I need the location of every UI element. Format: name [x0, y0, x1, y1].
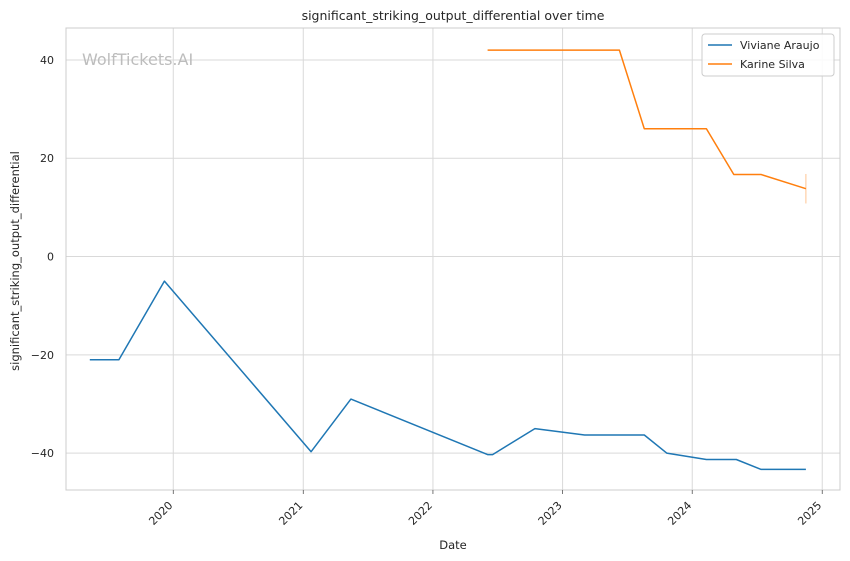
chart-title: significant_striking_output_differential…	[302, 8, 605, 23]
plot-area-frame	[65, 27, 841, 491]
series-line-karine-silva	[487, 49, 807, 190]
series-line-viviane-araujo	[89, 280, 806, 471]
y-tick-label-20: 20	[40, 152, 54, 165]
y-tick-label-0: 0	[47, 251, 54, 264]
grid-lines	[66, 28, 840, 490]
watermark-text: WolfTickets.AI	[82, 50, 193, 69]
y-tick-label-40: 40	[40, 54, 54, 67]
legend-label-viviane-araujo: Viviane Araujo	[740, 39, 820, 52]
y-tick-label--40: −40	[31, 447, 54, 460]
x-axis-label: Date	[439, 538, 467, 552]
y-axis-label: significant_striking_output_differential	[8, 151, 22, 371]
series-lines	[89, 49, 807, 471]
legend-box	[701, 33, 835, 77]
y-tick-label--20: −20	[31, 349, 54, 362]
legend-label-karine-silva: Karine Silva	[740, 58, 805, 71]
legend: Viviane Araujo Karine Silva	[701, 33, 835, 77]
